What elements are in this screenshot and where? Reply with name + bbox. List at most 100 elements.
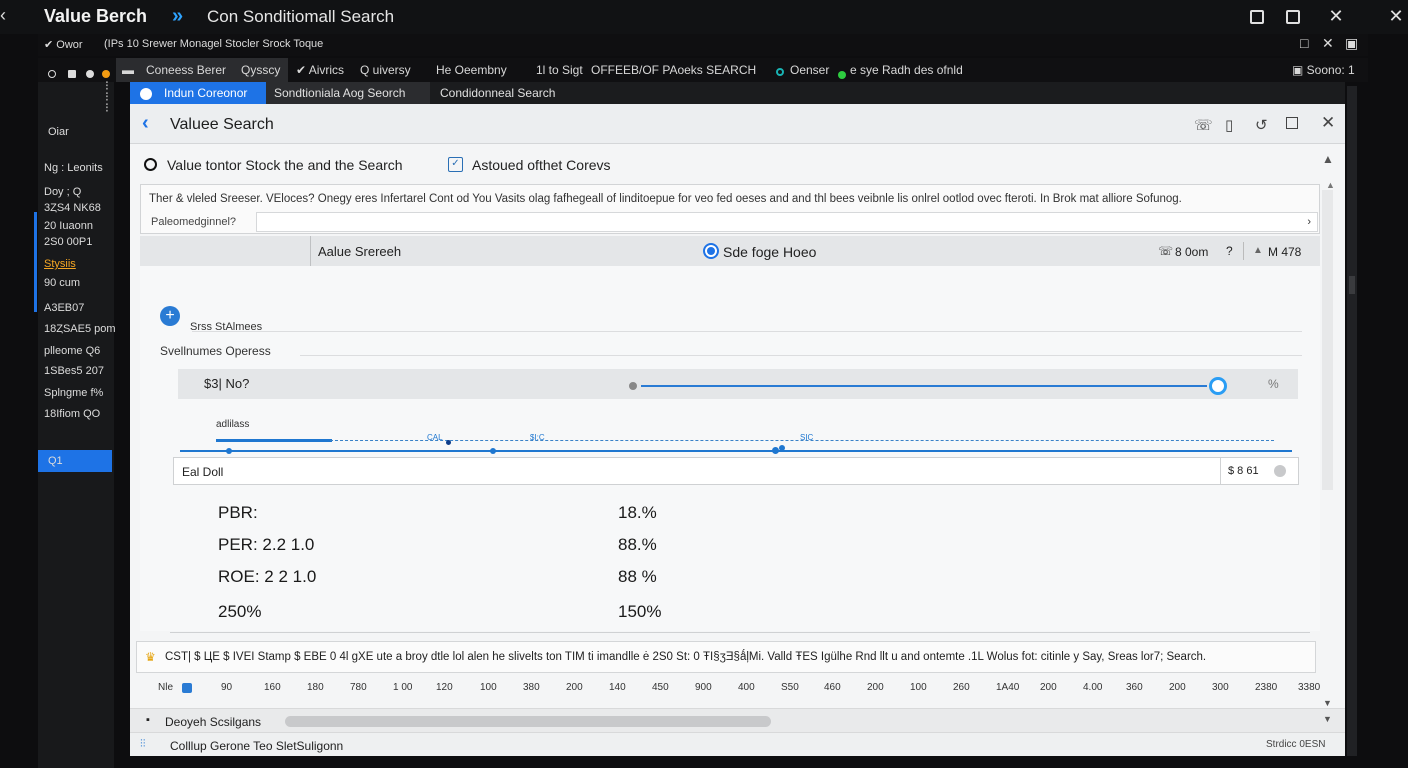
scroll-down-icon[interactable]: ▼ <box>1323 714 1332 724</box>
toolbar-item-aivrics[interactable]: ✔ Aivrics <box>296 63 345 77</box>
toggle-icon[interactable] <box>1274 465 1286 477</box>
slider-start-dot[interactable] <box>629 382 637 390</box>
scale-tick: 450 <box>652 682 669 693</box>
radio-selected-icon[interactable] <box>703 243 719 259</box>
window-titlebar: ‹ Value Berch » Con Sonditiomall Search … <box>0 0 1408 34</box>
toolbar-item-coneess[interactable]: Coneess Berer <box>146 63 227 77</box>
scale-tick: 780 <box>350 682 367 693</box>
help-icon[interactable]: ? <box>1226 244 1233 258</box>
metric-value-roe: 88 % <box>618 567 657 586</box>
left-item-nk68[interactable]: 3ȤS4 NK68 <box>44 202 101 214</box>
toolbar-item-uiversy[interactable]: Q uiversy <box>360 63 411 77</box>
metric-label-roe: ROE: 2 2 1.0 <box>218 567 317 586</box>
left-item-iuaonn[interactable]: 20 Iuaonn <box>44 220 93 232</box>
status-chart-icon: ⫶⫶ <box>140 738 146 750</box>
scale-tick: 260 <box>953 682 970 693</box>
scale-tick: 380 <box>523 682 540 693</box>
toolbar-right-status: ▣ Soono: 1 <box>1292 63 1355 77</box>
status-right: Strdicc 0ESN <box>1266 739 1326 750</box>
maximize-icon[interactable] <box>1286 116 1298 133</box>
chart-main-line <box>180 450 1292 452</box>
close-outer-button[interactable]: ✕ <box>1388 6 1404 26</box>
eat-row: Eal Doll $ 8 61 <box>173 457 1299 485</box>
undo-icon[interactable]: ↺ <box>1255 117 1268 134</box>
tab-globe-icon <box>140 87 152 100</box>
divider <box>1220 458 1221 484</box>
phone-icon[interactable]: ☏ <box>1194 117 1213 134</box>
toolbar-menu-icon[interactable]: ▬ <box>122 63 134 77</box>
slider-thumb[interactable] <box>1209 377 1227 395</box>
checkbox-icon[interactable]: ✓ <box>448 157 463 172</box>
inner-scroll-up-icon[interactable]: ▲ <box>1326 180 1335 190</box>
left-item-doy[interactable]: Doy ; Q <box>44 186 82 198</box>
close-icon[interactable]: ✕ <box>1322 35 1334 51</box>
scale-tick: 360 <box>1126 682 1143 693</box>
left-item-a3eb07[interactable]: A3EB07 <box>44 302 85 314</box>
status-left: Colllup Gerone Teo SletSuligonn <box>170 739 344 753</box>
left-item-plleome[interactable]: plleome Q6 <box>44 345 101 357</box>
app-title: Value Berch <box>44 6 148 26</box>
tab-condidonneal-search[interactable]: Condidonneal Search <box>440 86 556 100</box>
grid-icon[interactable]: ▣ <box>1345 35 1359 51</box>
toolbar-item-radh[interactable]: e sye Radh des ofnld <box>850 63 963 77</box>
metric-value-pbr: 18.% <box>618 503 657 522</box>
back-arrow-icon[interactable]: ‹ <box>142 112 149 134</box>
left-item-pom[interactable]: 18ȤSAE5 pom <box>44 323 116 335</box>
left-item-207[interactable]: 1SBes5 207 <box>44 365 104 377</box>
phone-small-icon: ☏ <box>1158 244 1174 258</box>
maximize-button[interactable] <box>1281 4 1305 28</box>
option-corevs[interactable]: Astoued ofthet Corevs <box>472 157 611 173</box>
minimize-button[interactable] <box>1245 4 1269 28</box>
left-item-18ifiom[interactable]: 18Ifiom QO <box>44 408 101 420</box>
tab-strip: Indun Coreonor Sondtioniala Aog Seorch C… <box>130 82 1345 104</box>
back-icon[interactable]: ‹ <box>0 5 6 25</box>
scale-tick: 900 <box>695 682 712 693</box>
section-panel <box>140 266 1320 631</box>
left-item-stysiis[interactable]: Stysiis <box>44 258 76 270</box>
trash-icon[interactable]: ▯ <box>1225 117 1234 134</box>
slider-label: $3| No? <box>204 376 250 391</box>
slider-track-area[interactable] <box>641 377 1241 397</box>
search-header-left: Aalue Srereeh <box>318 244 402 259</box>
menu-item-list[interactable]: (IPs 10 Srewer Monagel Stocler Srock Toq… <box>104 38 324 50</box>
toolbar-item-search[interactable]: OFFEEB/OF PAoeks SEARCH <box>591 63 757 77</box>
option-radio[interactable] <box>144 158 157 171</box>
left-selection-bar <box>34 212 37 312</box>
search-header-mid[interactable]: Sde foge Hoeo <box>723 244 817 260</box>
menu-item-owor[interactable]: ✔ Owor <box>44 39 83 51</box>
restore-icon[interactable]: □ <box>1300 35 1309 51</box>
chart-point <box>226 448 232 454</box>
left-item-splngme[interactable]: Splngme f% <box>44 387 104 399</box>
panel-icons-stack: ⁝ ⁝ ⁝ <box>104 78 110 115</box>
close-icon[interactable]: ✕ <box>1321 113 1336 132</box>
left-item-oiar[interactable]: Oiar <box>48 126 69 138</box>
outer-scrollbar[interactable] <box>1347 86 1357 756</box>
chart-point <box>779 445 785 451</box>
left-item-leonits[interactable]: Ng : Leonits <box>44 162 103 174</box>
scale-tick: 300 <box>1212 682 1229 693</box>
left-item-q1[interactable]: Q1 <box>38 450 112 472</box>
close-button[interactable]: ✕ <box>1328 6 1344 26</box>
toolbar-item-qysscy[interactable]: Qysscy <box>241 63 281 77</box>
left-item-00p1[interactable]: 2S0 00P1 <box>44 236 93 248</box>
outer-scroll-thumb[interactable] <box>1349 276 1355 294</box>
toolbar-item-sigt[interactable]: 1l to Sigt <box>536 63 583 77</box>
tab-sondtioniala[interactable]: Sondtioniala Aog Seorch <box>266 82 430 104</box>
triangle-icon: ▲ <box>1253 245 1263 256</box>
search-input[interactable]: › <box>256 212 1318 232</box>
metric-value-4: 150% <box>618 602 662 621</box>
option-stock-search[interactable]: Value tontor Stock the and the Search <box>167 157 403 173</box>
add-icon[interactable]: + <box>160 306 180 326</box>
scale-tick: 200 <box>1169 682 1186 693</box>
toolbar-item-oenser[interactable]: Oenser <box>790 63 830 77</box>
toolbar-item-oeembny[interactable]: He Oeembny <box>436 63 507 77</box>
horizontal-scrollbar[interactable] <box>285 716 771 727</box>
vertical-scrollbar[interactable] <box>1322 190 1333 490</box>
tab-indun-coreonor[interactable]: Indun Coreonor <box>130 82 266 104</box>
scroll-down-icon[interactable]: ▼ <box>1323 698 1332 708</box>
scale-tick: 180 <box>307 682 324 693</box>
scroll-up-icon[interactable]: ▲ <box>1322 152 1334 166</box>
left-panel: ⁝ ⁝ ⁝ Oiar Ng : Leonits Doy ; Q 3ȤS4 NK68 … <box>38 78 116 768</box>
left-item-cum[interactable]: 90 cum <box>44 277 81 289</box>
scale-tick: 160 <box>264 682 281 693</box>
